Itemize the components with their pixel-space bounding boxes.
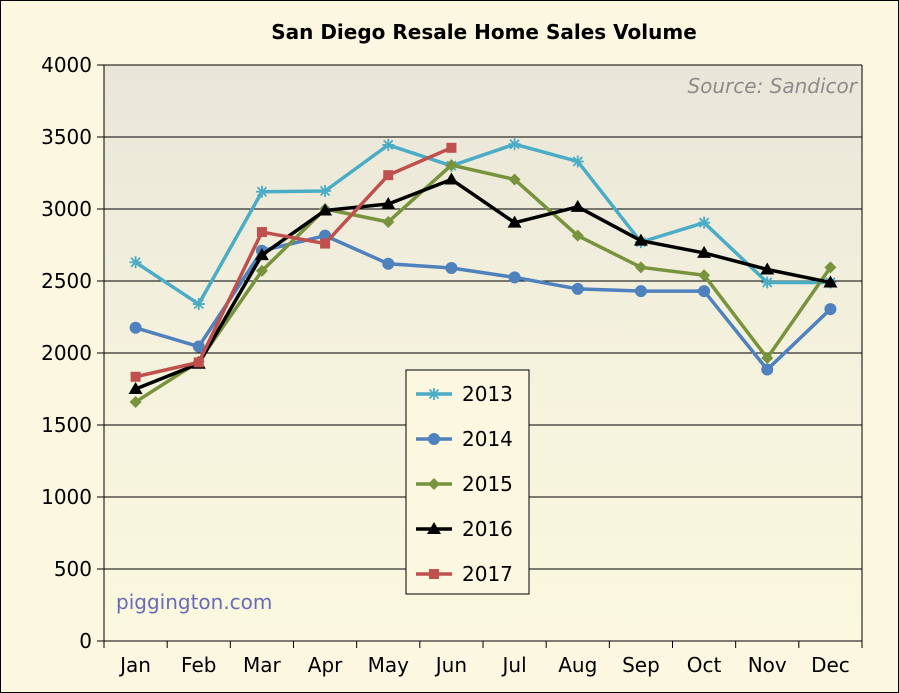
legend-marker — [428, 433, 440, 445]
legend-box — [405, 369, 530, 595]
legend-marker — [428, 388, 440, 400]
source-note: Source: Sandicor — [687, 74, 858, 98]
data-point — [130, 371, 141, 382]
data-point — [192, 340, 205, 353]
y-tick-label: 3500 — [41, 125, 92, 149]
series-line — [135, 233, 832, 372]
x-tick-label: Oct — [687, 653, 722, 677]
series-line — [134, 142, 831, 306]
data-point — [320, 238, 331, 249]
series-2017 — [130, 142, 457, 382]
y-tick-label: 3000 — [41, 197, 92, 221]
x-tick-label: Jan — [118, 653, 151, 677]
series-2016 — [128, 172, 838, 394]
data-point — [381, 196, 396, 209]
data-point — [129, 321, 142, 334]
legend-label: 2014 — [462, 427, 513, 451]
x-tick-label: Jun — [434, 653, 467, 677]
plot-area: 0 500 1000 1500 2000 2500 3000 3500 4000 Jan Feb Ma… — [41, 53, 863, 677]
x-tick-label: May — [368, 653, 410, 677]
series-line — [135, 146, 453, 379]
data-point — [318, 203, 333, 216]
y-tick-label: 1500 — [41, 413, 92, 437]
data-point — [383, 170, 394, 181]
data-point — [570, 199, 585, 212]
legend-label: 2016 — [462, 517, 513, 541]
x-tick-label: Apr — [308, 653, 343, 677]
data-point — [508, 271, 521, 284]
data-point — [382, 257, 395, 270]
data-point — [571, 282, 584, 295]
data-point — [824, 261, 837, 274]
watermark-text: piggington.com — [116, 590, 272, 614]
data-point — [129, 395, 142, 408]
legend: 2013 2014 2015 2016 2017 — [405, 369, 530, 595]
data-point — [193, 357, 204, 368]
data-point — [824, 303, 837, 316]
data-point — [128, 382, 143, 394]
x-tick-label: Mar — [243, 653, 282, 677]
data-point — [698, 285, 711, 298]
data-point — [255, 185, 268, 198]
x-tick-label: Jul — [501, 653, 527, 677]
data-point — [256, 227, 267, 238]
data-point — [445, 159, 458, 172]
x-tick-label: Feb — [181, 653, 216, 677]
data-point — [698, 216, 711, 229]
legend-item: 2016 — [416, 517, 513, 541]
legend-item: 2015 — [416, 472, 513, 496]
data-point — [445, 262, 458, 275]
data-point — [761, 276, 774, 289]
data-point — [760, 262, 775, 275]
legend-label: 2017 — [462, 562, 513, 586]
data-point — [255, 264, 268, 277]
legend-label: 2013 — [462, 382, 513, 406]
legend-item: 2014 — [416, 427, 513, 451]
y-tick-label: 4000 — [41, 53, 92, 77]
y-tick-label: 2000 — [41, 341, 92, 365]
x-tick-label: Sep — [622, 653, 660, 677]
data-point — [319, 185, 332, 197]
y-tick-label: 1000 — [41, 485, 92, 509]
data-point — [129, 256, 142, 269]
series-line — [134, 163, 832, 404]
legend-marker — [428, 478, 440, 490]
data-point — [633, 233, 648, 246]
legend-marker — [429, 569, 439, 579]
data-point — [761, 363, 774, 376]
x-tick-label: Aug — [558, 653, 597, 677]
data-point — [382, 138, 395, 151]
data-point — [444, 172, 459, 185]
x-tick-label: Nov — [748, 653, 787, 677]
data-point — [571, 229, 584, 242]
data-point — [508, 173, 521, 186]
data-point — [634, 285, 647, 298]
data-point — [254, 248, 269, 261]
data-point — [508, 138, 521, 151]
legend-label: 2015 — [462, 472, 513, 496]
legend-item: 2013 — [416, 382, 513, 406]
data-point — [634, 261, 647, 274]
y-tick-label: 500 — [54, 557, 92, 581]
x-tick-label: Dec — [811, 653, 850, 677]
data-point — [761, 352, 774, 365]
data-point — [446, 142, 457, 153]
chart-title: San Diego Resale Home Sales Volume — [271, 20, 697, 44]
y-tick-label: 0 — [79, 629, 92, 653]
legend-marker — [427, 522, 441, 534]
data-point — [571, 155, 584, 168]
data-point — [698, 269, 711, 282]
data-point — [697, 245, 712, 258]
y-tick-label: 2500 — [41, 269, 92, 293]
legend-item: 2017 — [416, 562, 513, 586]
data-point — [382, 215, 395, 228]
series-line — [134, 177, 831, 391]
data-point — [507, 215, 522, 228]
data-point — [192, 298, 205, 311]
data-point — [823, 275, 838, 288]
